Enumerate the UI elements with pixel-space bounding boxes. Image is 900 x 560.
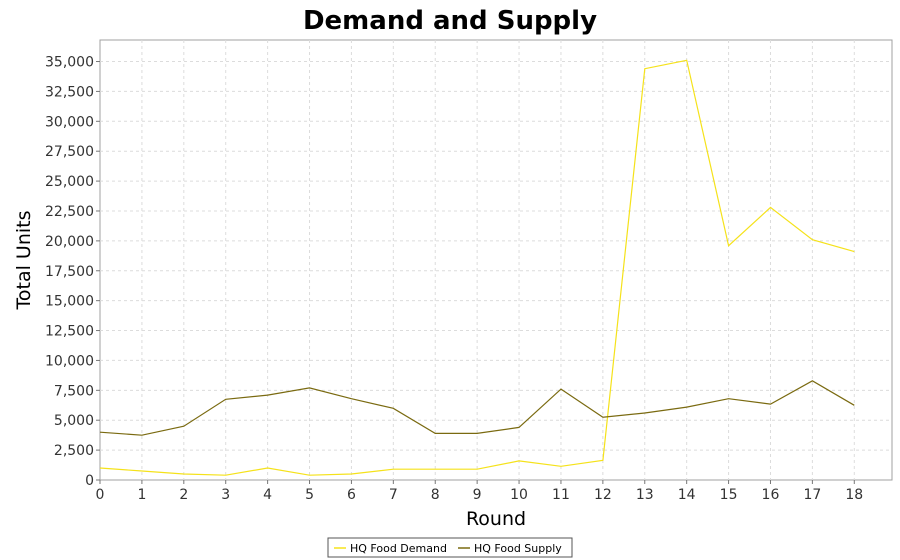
x-tick-label: 0: [96, 487, 105, 503]
x-tick-label: 6: [347, 487, 356, 503]
y-tick-label: 7,500: [54, 383, 94, 399]
x-tick-label: 17: [803, 487, 821, 503]
legend-box: [327, 537, 573, 558]
chart-title: Demand and Supply: [303, 6, 597, 36]
axes: 0 2,500 5,000 7,500 10,000 12,500 15,000 17,500…: [45, 55, 863, 503]
x-tick-label: 2: [179, 487, 188, 503]
x-tick-label: 14: [678, 487, 696, 503]
x-tick-label: 4: [263, 487, 272, 503]
plot-area: [99, 39, 893, 481]
x-tick-label: 16: [762, 487, 780, 503]
x-tick-label: 1: [137, 487, 146, 503]
legend: HQ Food Demand HQ Food Supply: [327, 537, 573, 558]
x-tick-label: 18: [845, 487, 863, 503]
series-line-hq-food-supply: [99, 380, 855, 436]
y-tick-label: 25,000: [45, 174, 94, 190]
grid: [100, 40, 892, 480]
y-tick-label: 20,000: [45, 234, 94, 250]
y-tick-label: 10,000: [45, 353, 94, 369]
legend-label-demand: HQ Food Demand: [350, 542, 447, 555]
x-tick-label: 11: [552, 487, 570, 503]
series: [99, 59, 855, 476]
y-tick-label: 17,500: [45, 264, 94, 280]
x-tick-label: 8: [431, 487, 440, 503]
x-tick-label: 15: [720, 487, 738, 503]
x-tick-label: 12: [594, 487, 612, 503]
y-axis-label: Total Units: [13, 211, 35, 311]
x-axis-label: Round: [466, 508, 526, 530]
y-tick-label: 30,000: [45, 114, 94, 130]
series-line-hq-food-demand: [99, 59, 855, 476]
y-tick-label: 22,500: [45, 204, 94, 220]
x-tick-label: 9: [473, 487, 482, 503]
x-tick-label: 3: [221, 487, 230, 503]
y-tick-label: 27,500: [45, 144, 94, 160]
x-tick-label: 5: [305, 487, 314, 503]
y-tick-label: 32,500: [45, 84, 94, 100]
y-tick-label: 0: [85, 473, 94, 489]
y-tick-label: 2,500: [54, 443, 94, 459]
x-tick-label: 10: [510, 487, 528, 503]
legend-label-supply: HQ Food Supply: [474, 542, 562, 555]
y-tick-label: 35,000: [45, 55, 94, 71]
y-tick-label: 5,000: [54, 413, 94, 429]
y-tick-label: 15,000: [45, 294, 94, 310]
x-tick-label: 7: [389, 487, 398, 503]
x-tick-label: 13: [636, 487, 654, 503]
y-tick-label: 12,500: [45, 324, 94, 340]
